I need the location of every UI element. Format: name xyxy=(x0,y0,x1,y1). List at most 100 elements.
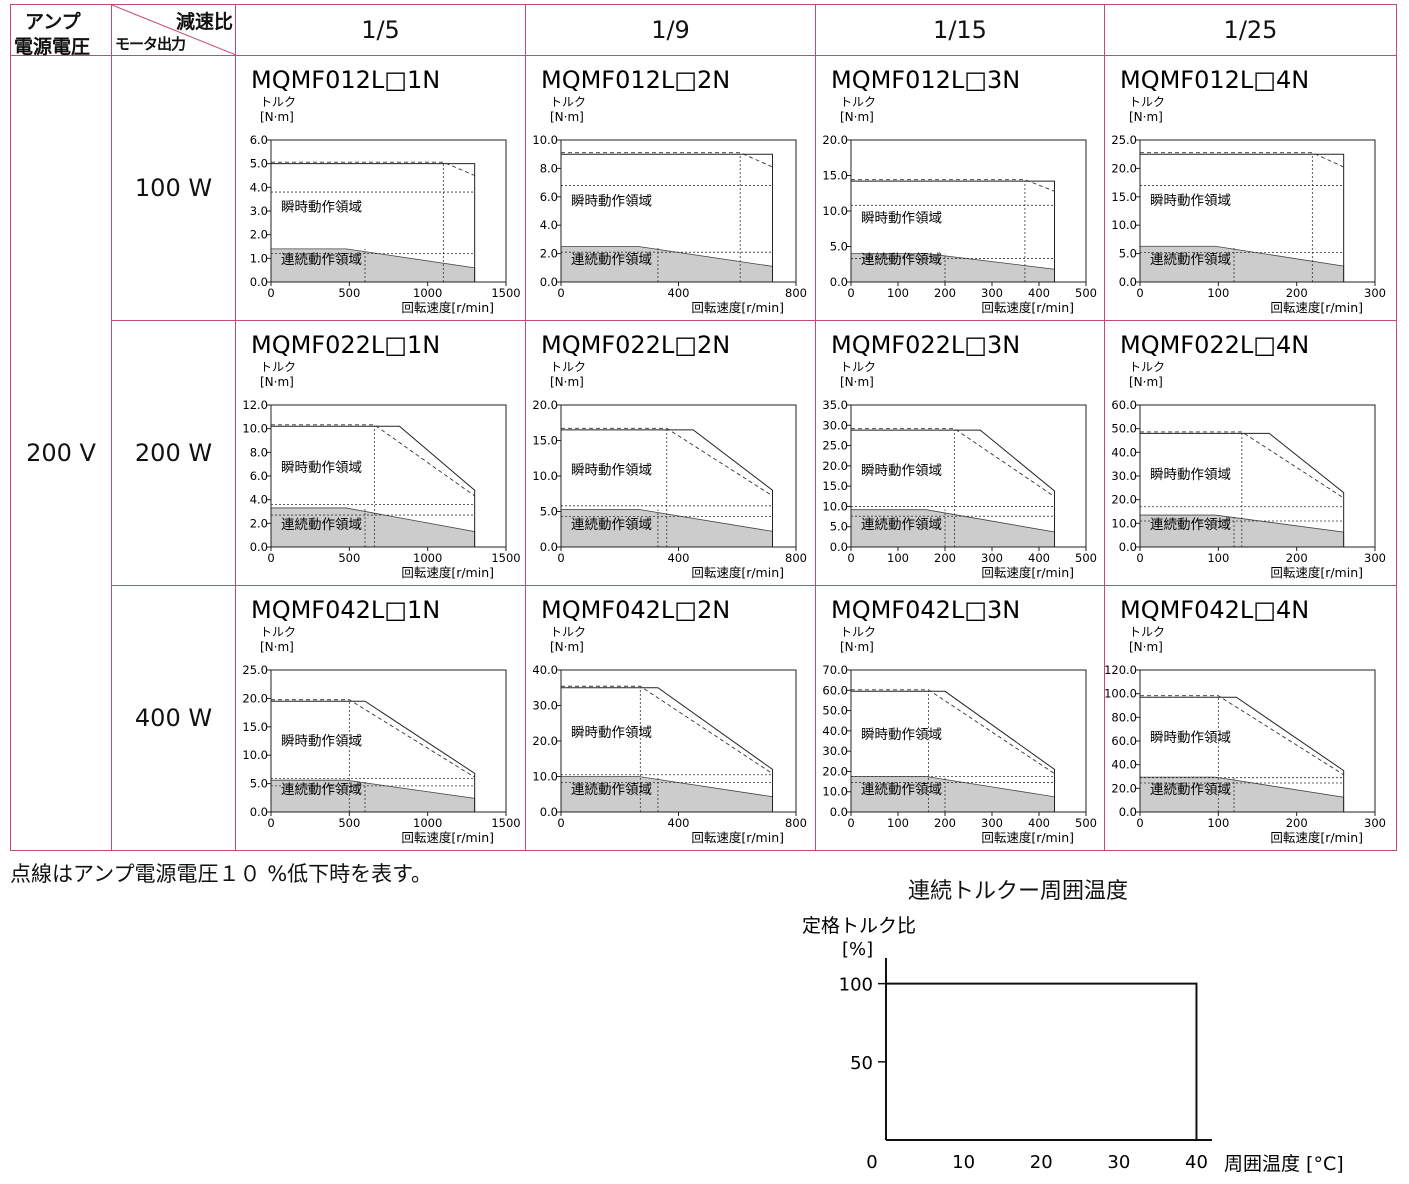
intermittent-dashed-boundary xyxy=(561,152,773,168)
chart-cell-2: MQMF012L□3N トルク [N·m] 瞬時動作領域 連続動作領域 0.0 5.0 10.… xyxy=(815,55,1105,321)
y-axis-label: トルク xyxy=(260,360,296,374)
x-axis-label: 回転速度[r/min] xyxy=(1270,300,1363,315)
intermittent-region-label: 瞬時動作領域 xyxy=(1150,466,1231,483)
motor-output-label: モータ出力 xyxy=(115,35,186,53)
y-tick-label: 30.0 xyxy=(1111,469,1137,483)
torque-speed-table: アンプ 電源電圧 減速比 モータ出力 1/5 1/9 1/15 1/25 200… xyxy=(10,4,1397,851)
x-tick-label: 0 xyxy=(1136,816,1143,830)
x-tick-label: 200 xyxy=(1286,816,1308,830)
reduction-ratio-label: 減速比 xyxy=(175,11,233,33)
y-tick-label: 35.0 xyxy=(822,398,848,412)
x-tick-label: 400 xyxy=(668,551,690,565)
chart-cell-6: MQMF022L□3N トルク [N·m] 瞬時動作領域 連続動作領域 0.0 5.0 10.… xyxy=(815,320,1105,586)
y-tick-label: 4.0 xyxy=(250,180,268,194)
y-axis-unit: [N·m] xyxy=(260,110,294,124)
x-axis-label: 回転速度[r/min] xyxy=(401,300,494,315)
y-tick-label: 25.0 xyxy=(242,663,268,677)
intermittent-dashed-boundary xyxy=(851,689,1055,775)
y-tick-label: 2.0 xyxy=(250,228,268,242)
motor-output-100w: 100 W xyxy=(111,55,236,321)
y-tick-label: 15.0 xyxy=(242,720,268,734)
y-tick-label: 0.0 xyxy=(540,275,558,289)
x-tick-label: 500 xyxy=(338,286,360,300)
y-tick-label: 6.0 xyxy=(250,133,268,147)
x-axis-label: 回転速度[r/min] xyxy=(981,830,1074,845)
chart-cell-10: MQMF042L□3N トルク [N·m] 瞬時動作領域 連続動作領域 0.0 10.0 20… xyxy=(815,585,1105,851)
continuous-region-label: 連続動作領域 xyxy=(861,516,942,533)
ratio-header-4: 1/25 xyxy=(1104,4,1397,56)
y-tick-label: 20.0 xyxy=(532,734,558,748)
continuous-region-label: 連続動作領域 xyxy=(571,251,652,268)
y-tick-label: 40.0 xyxy=(532,663,558,677)
x-axis-label: 回転速度[r/min] xyxy=(1270,565,1363,580)
x-tick-label: 0 xyxy=(267,286,274,300)
y-axis-unit: [N·m] xyxy=(260,640,294,654)
chart-title: MQMF022L□4N xyxy=(1120,331,1309,359)
intermittent-dashed-boundary xyxy=(271,699,475,778)
y-tick-label: 10.0 xyxy=(532,770,558,784)
y-axis-unit: [N·m] xyxy=(1129,375,1163,389)
intermittent-dashed-boundary xyxy=(1140,152,1344,168)
x-axis-label: 回転速度[r/min] xyxy=(1270,830,1363,845)
y-tick-label: 100.0 xyxy=(1105,687,1137,701)
y-axis-label: トルク xyxy=(1129,360,1165,374)
amp-label-line2: 電源電圧 xyxy=(14,36,91,58)
y-tick-label: 60.0 xyxy=(1111,734,1137,748)
intermittent-region-label: 瞬時動作領域 xyxy=(861,209,942,226)
continuous-region-label: 連続動作領域 xyxy=(281,781,362,798)
chart-cell-1: MQMF012L□2N トルク [N·m] 瞬時動作領域 連続動作領域 0.0 2.0 4.0… xyxy=(525,55,816,321)
y-tick-label: 10.0 xyxy=(1111,516,1137,530)
x-tick-label: 800 xyxy=(785,551,807,565)
intermittent-boundary xyxy=(561,429,773,547)
y-axis-unit: [N·m] xyxy=(260,375,294,389)
y-tick-label: 50.0 xyxy=(822,704,848,718)
y-axis-unit: [N·m] xyxy=(550,640,584,654)
x-tick-label: 1500 xyxy=(491,816,520,830)
temp-x-tick-label: 10 xyxy=(952,1152,975,1173)
intermittent-dashed-boundary xyxy=(851,428,1055,497)
y-tick-label: 40.0 xyxy=(822,724,848,738)
x-tick-label: 1000 xyxy=(413,816,442,830)
y-tick-label: 3.0 xyxy=(250,204,268,218)
x-tick-label: 400 xyxy=(1028,551,1050,565)
x-axis-label: 回転速度[r/min] xyxy=(691,300,784,315)
temp-x-tick-label: 30 xyxy=(1107,1152,1130,1173)
y-axis-unit: [N·m] xyxy=(550,375,584,389)
intermittent-region-label: 瞬時動作領域 xyxy=(281,198,362,215)
y-tick-label: 80.0 xyxy=(1111,710,1137,724)
continuous-region-label: 連続動作領域 xyxy=(1150,516,1231,533)
chart-title: MQMF042L□3N xyxy=(831,596,1020,624)
chart-cell-8: MQMF042L□1N トルク [N·m] 瞬時動作領域 連続動作領域 0.0 5.0 10.… xyxy=(235,585,526,851)
intermittent-boundary xyxy=(271,163,476,282)
y-tick-label: 5.0 xyxy=(250,777,268,791)
y-axis-label: トルク xyxy=(1129,95,1165,109)
y-tick-label: 10.0 xyxy=(242,422,268,436)
x-tick-label: 500 xyxy=(338,551,360,565)
x-tick-label: 1500 xyxy=(491,551,520,565)
y-tick-label: 5.0 xyxy=(830,520,848,534)
y-axis-label: トルク xyxy=(840,95,876,109)
y-axis-label: トルク xyxy=(260,625,296,639)
x-tick-label: 400 xyxy=(1028,816,1050,830)
y-tick-label: 40.0 xyxy=(1111,445,1137,459)
x-tick-label: 500 xyxy=(1075,551,1097,565)
x-axis-label: 回転速度[r/min] xyxy=(691,565,784,580)
chart-title: MQMF022L□1N xyxy=(251,331,440,359)
intermittent-region-label: 瞬時動作領域 xyxy=(571,192,652,209)
y-tick-label: 2.0 xyxy=(540,247,558,261)
plot-frame xyxy=(1139,139,1376,283)
continuous-region-label: 連続動作領域 xyxy=(1150,781,1231,798)
y-tick-label: 2.0 xyxy=(250,516,268,530)
y-tick-label: 20.0 xyxy=(1111,493,1137,507)
intermittent-dashed-boundary xyxy=(1140,695,1344,776)
temp-chart-title: 連続トルクー周囲温度 xyxy=(908,879,1129,904)
intermittent-region-label: 瞬時動作領域 xyxy=(861,462,942,479)
x-axis-label: 回転速度[r/min] xyxy=(981,565,1074,580)
y-tick-label: 30.0 xyxy=(822,744,848,758)
x-tick-label: 200 xyxy=(934,551,956,565)
x-tick-label: 100 xyxy=(1207,551,1229,565)
chart-title: MQMF012L□2N xyxy=(541,66,730,94)
x-tick-label: 0 xyxy=(267,551,274,565)
y-tick-label: 0.0 xyxy=(1119,275,1137,289)
